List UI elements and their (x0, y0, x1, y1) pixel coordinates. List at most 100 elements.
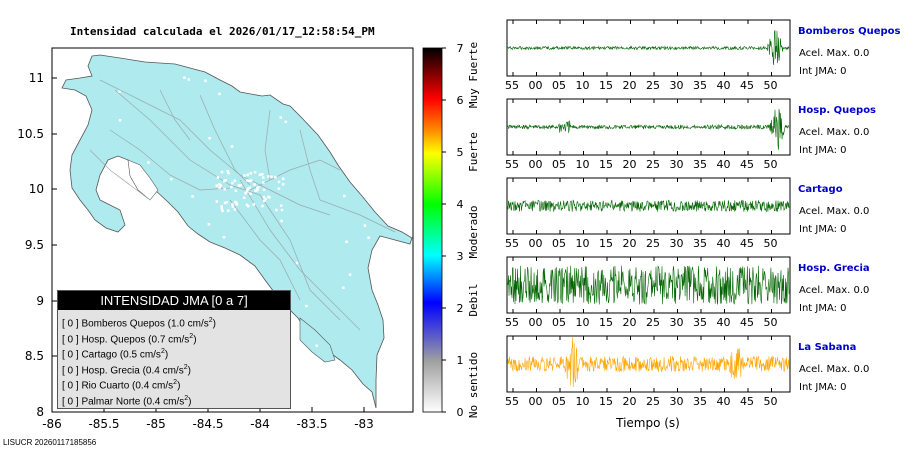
station-marker (267, 195, 270, 199)
station-marker (262, 176, 265, 179)
int-jma: Int JMA: 0 (799, 303, 847, 314)
time-tick: 50 (764, 158, 778, 171)
time-tick: 40 (717, 316, 731, 329)
nicoya-bay-cut (127, 159, 159, 201)
map-x-tick: -83 (354, 417, 374, 431)
legend-accel: (0.7 cm/s (148, 333, 190, 345)
station-marker (315, 344, 318, 347)
legend-row: [ 0 ] Palmar Norte (0.4 cm/s2) (58, 391, 290, 407)
station-marker (223, 187, 226, 191)
colorbar-label: No sentido (467, 352, 480, 418)
legend-accel-exp: 2 (183, 363, 188, 371)
map-y-tick: 10 (29, 182, 44, 196)
station-marker (243, 174, 246, 177)
time-tick: 10 (576, 79, 590, 92)
station-marker (348, 273, 352, 276)
colorbar-label: Muy Fuerte (467, 42, 480, 108)
station-marker (220, 170, 224, 174)
x-axis-label: Tiempo (s) (615, 416, 680, 430)
station-marker (218, 92, 221, 96)
map-x-tick: -84 (250, 417, 270, 431)
legend-level: [ 0 ] (62, 333, 82, 345)
station-marker (208, 136, 211, 140)
colorbar-tick: 0 (457, 406, 464, 419)
station-marker (274, 175, 277, 179)
map-y-tick: 10.5 (17, 127, 44, 141)
time-tick: 25 (646, 158, 660, 171)
time-tick: 20 (623, 395, 637, 408)
station-name: La Sabana (798, 342, 856, 353)
time-tick: 45 (740, 316, 754, 329)
time-tick: 40 (717, 237, 731, 250)
station-marker (261, 204, 264, 208)
legend-station: Cartago (81, 349, 120, 361)
station-marker (267, 175, 270, 178)
time-tick: 45 (740, 237, 754, 250)
station-marker (281, 182, 285, 186)
time-tick: 10 (576, 158, 590, 171)
station-marker (252, 203, 256, 206)
time-tick: 55 (505, 237, 519, 250)
time-tick: 00 (529, 395, 543, 408)
legend-accel-exp: 2 (160, 348, 165, 355)
legend-level: [ 0 ] (62, 349, 82, 361)
station-marker (247, 179, 251, 182)
map-x-tick: -83.5 (296, 417, 327, 431)
legend-accel-close: ) (212, 318, 216, 330)
station-marker (222, 236, 226, 239)
legend-station: Palmar Norte (81, 395, 144, 407)
legend-accel-close: ) (177, 380, 181, 392)
station-marker (220, 207, 224, 210)
station-marker (233, 179, 236, 182)
time-tick: 10 (576, 316, 590, 329)
legend-accel: (0.4 cm/s (142, 364, 184, 376)
legend-accel-exp: 2 (189, 332, 194, 340)
station-marker (235, 203, 239, 206)
station-marker (261, 173, 264, 176)
station-marker (183, 76, 186, 79)
station-marker (342, 286, 345, 290)
waveform-trace (507, 199, 790, 213)
station-marker (279, 116, 282, 119)
station-marker (246, 179, 249, 182)
time-tick: 50 (764, 316, 778, 329)
intensity-legend: INTENSIDAD JMA [0 a 7] [ 0 ] Bomberos Qu… (57, 290, 291, 409)
station-name: Hosp. Quepos (798, 105, 876, 116)
station-marker (224, 178, 228, 182)
station-marker (207, 222, 211, 226)
station-marker (277, 187, 281, 190)
station-marker (221, 209, 224, 213)
map-y-tick: 8 (36, 405, 44, 419)
road-network (89, 79, 396, 331)
legend-row: [ 0 ] Hosp. Quepos (0.7 cm/s2) (58, 329, 290, 345)
legend-accel-close: ) (187, 364, 191, 376)
station-marker (295, 261, 299, 265)
station-marker (233, 208, 237, 211)
legend-accel-exp: 2 (208, 317, 213, 324)
station-marker (281, 177, 285, 181)
legend-station: Rio Cuarto (81, 380, 133, 392)
station-marker (237, 184, 241, 187)
legend-header: INTENSIDAD JMA [0 a 7] (58, 291, 290, 310)
accel-max: Acel. Max. 0.0 (799, 364, 869, 375)
station-marker (245, 203, 249, 207)
waveform-panel: 55 00 05 10 15 20 25 30 35 40 45 50 La Sabana Acel. M… (505, 335, 869, 408)
time-tick: 45 (740, 395, 754, 408)
time-tick: 10 (576, 395, 590, 408)
station-marker (245, 189, 249, 193)
time-tick: 30 (670, 79, 684, 92)
time-tick: 55 (505, 395, 519, 408)
station-marker (204, 79, 207, 83)
station-marker (223, 179, 226, 183)
colorbar-tick: 6 (457, 94, 464, 107)
station-marker (264, 197, 267, 201)
waveform-panel: 55 00 05 10 15 20 25 30 35 40 45 50 Hosp. Quepos Acel… (505, 98, 876, 171)
colorbar-tick: 5 (457, 146, 464, 159)
station-marker (242, 196, 246, 199)
station-marker (147, 161, 150, 164)
station-marker (246, 204, 250, 208)
time-tick: 05 (552, 79, 566, 92)
station-marker (244, 192, 247, 195)
accel-max: Acel. Max. 0.0 (799, 285, 869, 296)
legend-level: [ 0 ] (62, 395, 82, 407)
